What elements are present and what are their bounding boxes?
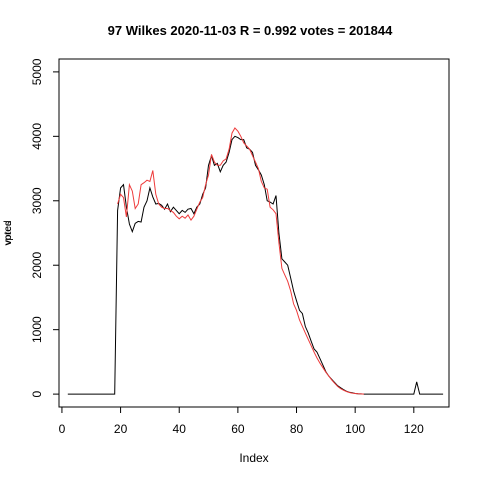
x-tick-label: 40 bbox=[173, 422, 187, 436]
chart-title: 97 Wilkes 2020-11-03 R = 0.992 votes = 2… bbox=[108, 23, 393, 38]
x-tick-label: 80 bbox=[290, 422, 304, 436]
x-tick-label: 120 bbox=[404, 422, 424, 436]
x-axis-label: Index bbox=[239, 451, 268, 465]
y-axis-label-part: vpred bbox=[3, 220, 14, 245]
series-layer bbox=[67, 127, 444, 395]
y-axis: 0 1000 2000 3000 4000 5000 bbox=[30, 58, 59, 397]
y-tick-label: 3000 bbox=[30, 187, 44, 214]
y-tick-label: 5000 bbox=[30, 58, 44, 85]
y-tick-label: 4000 bbox=[30, 123, 44, 150]
y-tick-label: 1000 bbox=[30, 316, 44, 343]
x-tick-label: 20 bbox=[114, 422, 128, 436]
y-axis-label: vpredvotes bbox=[3, 220, 14, 245]
y-axis-label-part: votes bbox=[3, 221, 14, 245]
x-tick-label: 60 bbox=[231, 422, 245, 436]
x-tick-label: 100 bbox=[345, 422, 365, 436]
series-line bbox=[117, 127, 365, 395]
x-tick-label: 0 bbox=[59, 422, 66, 436]
y-tick-label: 0 bbox=[30, 390, 44, 397]
y-tick-label: 2000 bbox=[30, 252, 44, 279]
plot-frame bbox=[58, 58, 450, 408]
series-line bbox=[67, 135, 444, 395]
x-axis: 0 20 40 60 80 100 120 bbox=[59, 407, 424, 436]
